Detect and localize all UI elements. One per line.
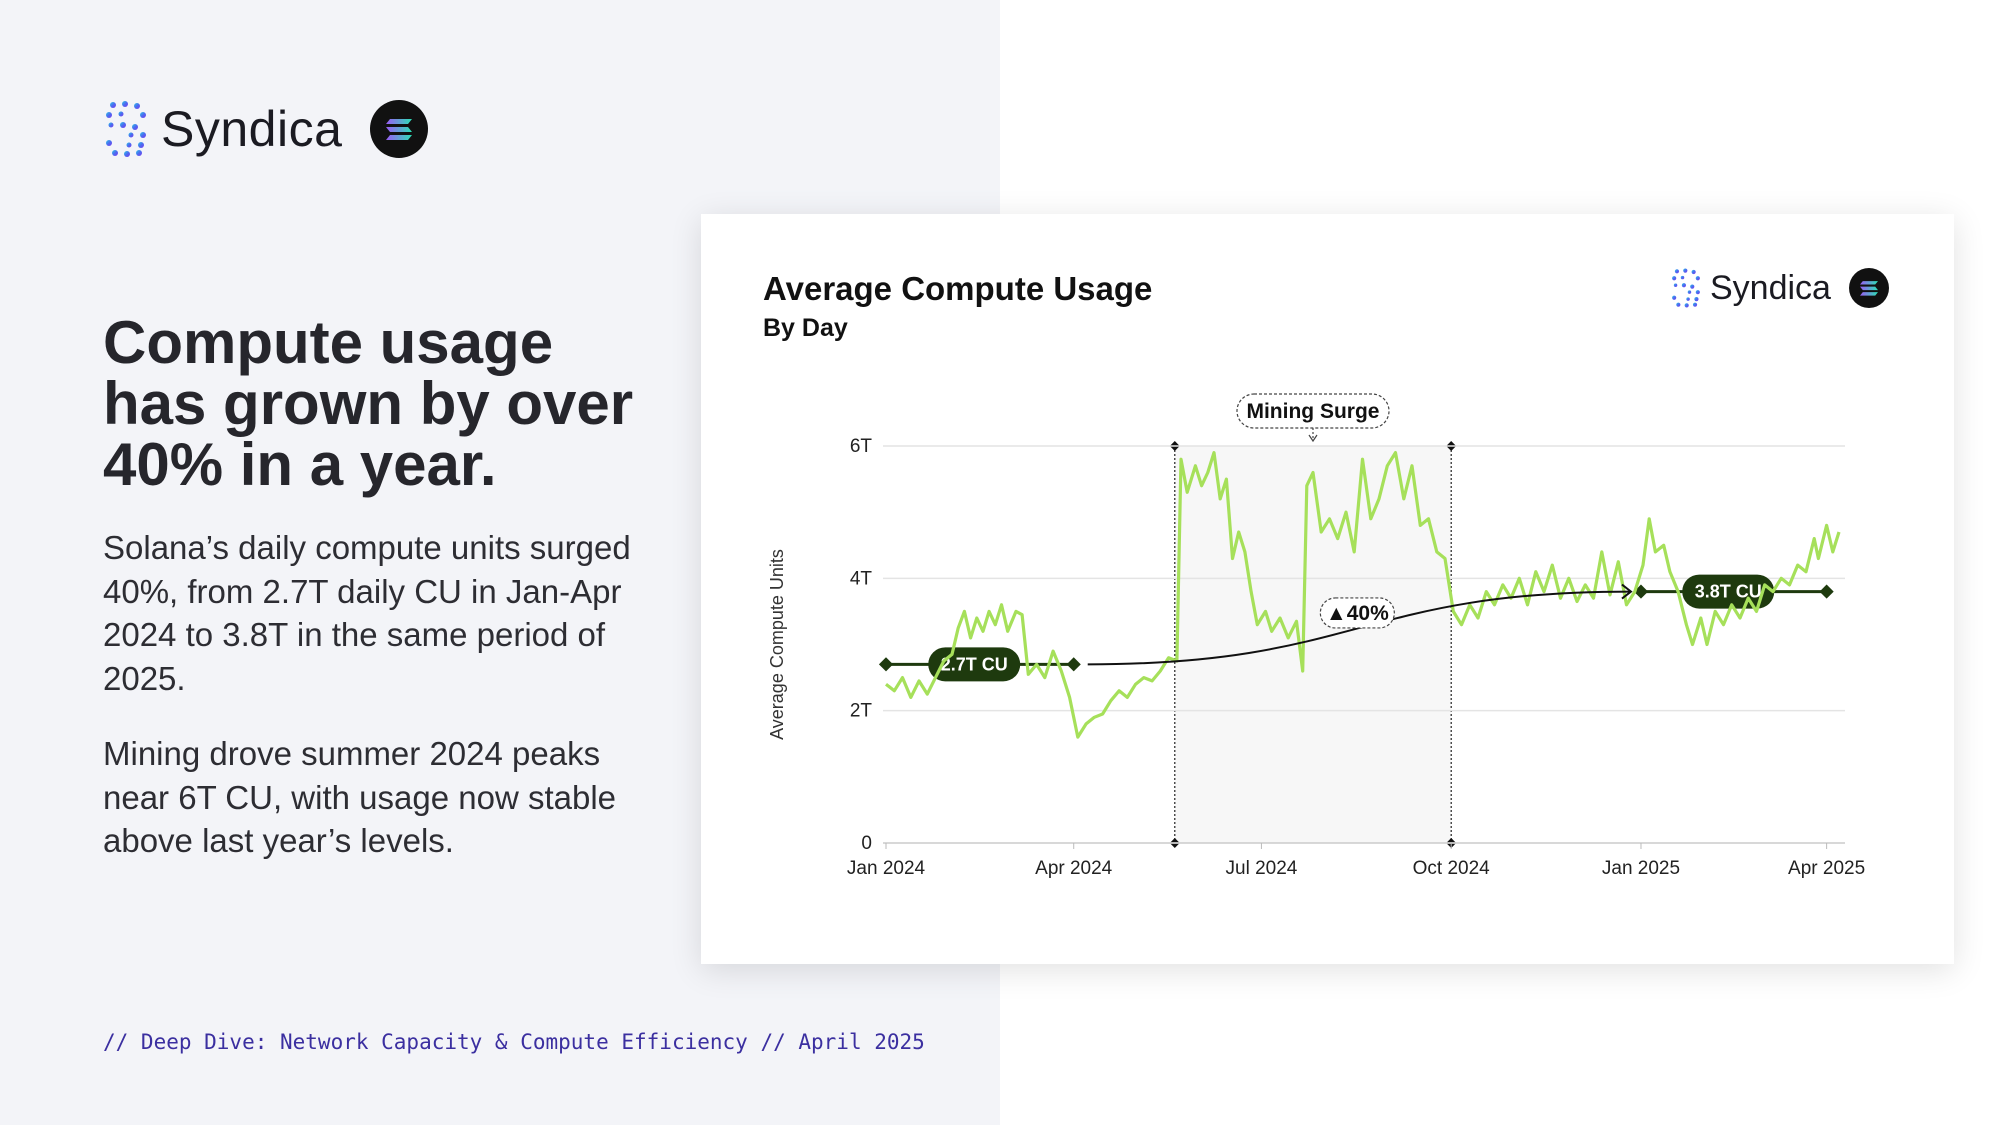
- footer-caption: // Deep Dive: Network Capacity & Compute…: [103, 1030, 925, 1054]
- reference-label: 3.8T CU: [1695, 582, 1762, 602]
- syndica-logo-icon: [106, 101, 146, 157]
- x-tick-label: Jul 2024: [1226, 858, 1298, 879]
- chart-card: Average Compute Usage By Day Syndica: [701, 214, 1954, 964]
- reference-marker: [878, 657, 894, 672]
- x-tick-label: Jan 2025: [1602, 858, 1680, 879]
- x-tick-label: Oct 2024: [1413, 858, 1491, 879]
- headline: Compute usage has grown by over 40% in a…: [103, 309, 634, 498]
- y-tick-label: 2T: [850, 701, 873, 722]
- callout-pointer-head: [1308, 434, 1318, 443]
- card-brand-wordmark: Syndica: [1710, 268, 1831, 307]
- series-line: [885, 451, 1841, 739]
- brand-wordmark: Syndica: [161, 101, 343, 157]
- x-tick-label: Jan 2024: [847, 858, 926, 879]
- y-tick-label: 4T: [850, 568, 873, 589]
- mining-surge-label: Mining Surge: [1246, 400, 1379, 423]
- change-label: ▲40%: [1326, 602, 1389, 625]
- compute-usage-chart: 2.7T CU 3.8T CU ▲40% Mining Surge 0 2T 4T 6T J…: [767, 393, 1865, 879]
- paragraph-mining: Mining drove summer 2024 peaks near 6T C…: [103, 735, 616, 859]
- y-axis-title: Average Compute Units: [767, 549, 787, 740]
- growth-arrowhead: [1621, 583, 1633, 600]
- x-tick-label: Apr 2024: [1035, 858, 1113, 879]
- x-tick-label: Apr 2025: [1788, 858, 1865, 879]
- reference-marker: [1819, 584, 1834, 599]
- reference-label: 2.7T CU: [941, 654, 1008, 674]
- solana-icon: [1848, 268, 1889, 308]
- chart-subtitle: By Day: [763, 314, 848, 342]
- y-tick-label: 0: [861, 833, 872, 854]
- reference-marker: [1066, 657, 1081, 672]
- paragraph-growth: Solana’s daily compute units surged 40%,…: [103, 529, 631, 697]
- card-brand: Syndica: [1670, 268, 1889, 308]
- y-tick-label: 6T: [850, 436, 873, 457]
- mining-surge-region: [1174, 446, 1452, 843]
- solana-icon: [370, 100, 429, 158]
- brand-header: Syndica: [103, 100, 429, 158]
- syndica-logo-icon: [1672, 268, 1700, 308]
- change-badge: [1319, 597, 1395, 629]
- chart-title: Average Compute Usage: [763, 270, 1153, 307]
